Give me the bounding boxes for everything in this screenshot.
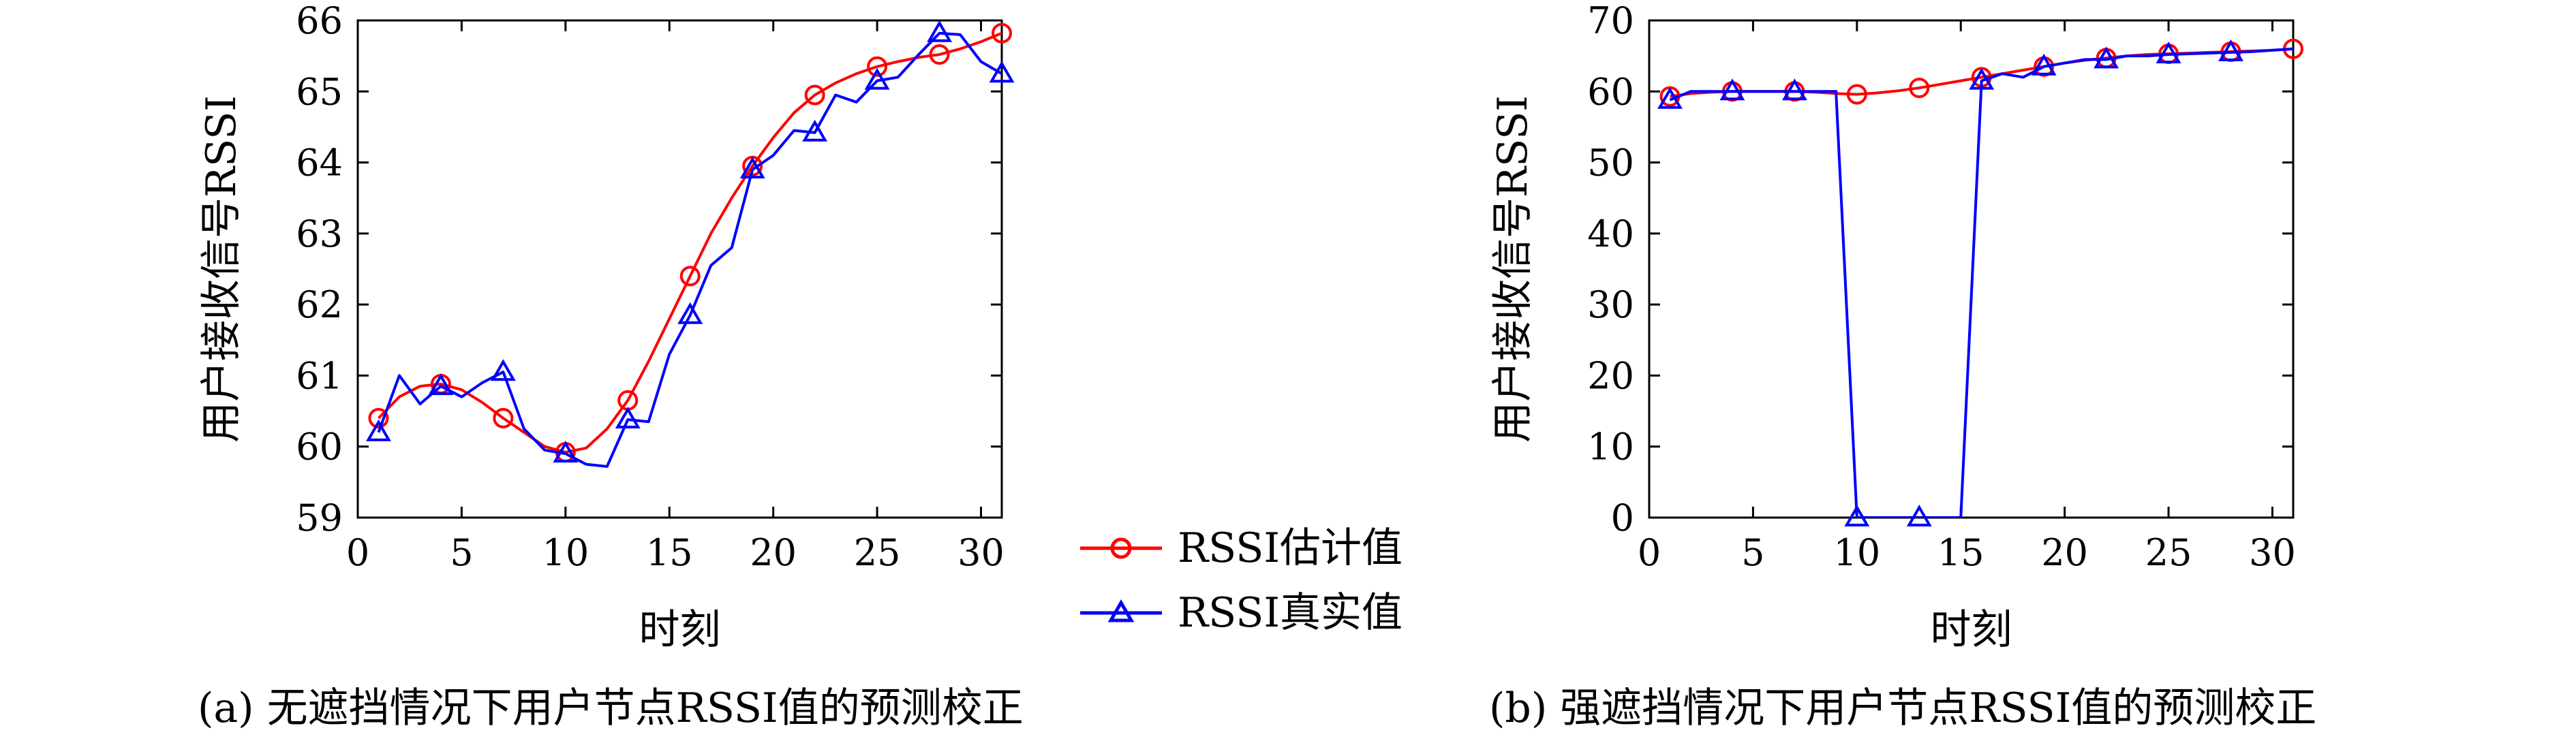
chart-a-ytick-label: 65 [296,70,343,113]
chart-a-point-circle [929,44,950,65]
chart-a-point-triangle [989,61,1015,83]
chart-b-caption: (b) 强遮挡情况下用户节点RSSI值的预测校正 [1489,684,2316,732]
chart-a-point-circle [992,22,1012,44]
chart-a-xtick-label: 10 [542,531,589,574]
chart-a-xtick-label: 0 [346,531,369,574]
legend-label-estimate: RSSI估计值 [1178,524,1402,572]
chart-b-ytick-label: 40 [1587,212,1634,255]
chart-a-ytick-label: 59 [296,496,343,539]
chart-b-xtick-label: 15 [1937,531,1984,574]
chart-a-series-true [377,31,1002,468]
chart-b-ytick-label: 10 [1587,426,1634,469]
chart-a-series-estimate [378,31,1002,454]
chart-b-plot-frame [1648,19,2295,519]
chart-b-point-circle [1846,84,1867,105]
chart-b-xtick-label: 10 [1833,531,1880,574]
chart-a-series-line [377,31,1002,468]
chart-b-point-triangle [1844,504,1870,526]
chart-b-point-triangle [2156,42,2181,64]
chart-b-xtick-label: 25 [2145,531,2192,574]
legend-marker-circle-icon [1110,537,1132,559]
chart-b-ytick-label: 60 [1587,70,1634,113]
chart-a-xlabel: 时刻 [639,606,721,654]
chart-a-point-triangle [802,119,828,142]
chart-a-xtick-label: 25 [854,531,901,574]
chart-a-ytick-label: 63 [296,212,343,255]
chart-b-point-triangle [2031,53,2057,76]
chart-a-ytick-label: 62 [296,283,343,326]
chart-a-point-triangle [677,302,703,324]
chart-b-ytick-label: 0 [1611,496,1634,539]
chart-a-point-triangle [553,441,579,463]
chart-a-point-triangle [428,373,454,396]
chart-b-point-triangle [1719,78,1745,101]
chart-a-point-triangle [927,20,953,42]
chart-b-point-triangle [1657,86,1683,109]
chart-a-ytick-label: 64 [296,142,343,185]
chart-b-point-triangle [2218,39,2244,61]
chart-b-ytick-label: 20 [1587,354,1634,397]
chart-b-point-triangle [1969,67,1995,90]
chart-a-series-line [378,31,1002,454]
legend-marker-triangle-icon [1107,599,1135,622]
chart-b-xtick-label: 30 [2249,531,2296,574]
chart-a-xtick-label: 20 [750,531,797,574]
legend: RSSI估计值 RSSI真实值 [1080,524,1402,637]
chart-a: 0 5 10 15 20 25 30 59 60 61 62 63 64 65 66 用户接收信号RSSI 时刻… [198,0,1024,732]
chart-a-point-circle [867,56,888,77]
chart-a-ytick-label: 61 [296,354,343,397]
chart-a-ytick-label: 66 [296,0,343,42]
chart-b-point-circle [1909,78,1930,99]
chart-a-point-triangle [739,156,765,178]
chart-a-plot-frame [356,19,1003,519]
chart-b-xlabel: 时刻 [1931,606,2012,654]
chart-a-point-circle [368,408,389,428]
legend-item-true: RSSI真实值 [1080,589,1402,637]
legend-label-true: RSSI真实值 [1178,589,1402,637]
chart-b: 0 5 10 15 20 25 30 0 10 20 30 40 50 60 70 用户接收信号RSSI 时刻 (… [1489,0,2316,732]
chart-a-point-circle [804,84,825,106]
chart-b-xtick-label: 5 [1741,531,1764,574]
chart-b-point-triangle [1781,78,1807,101]
chart-a-point-triangle [864,67,890,90]
chart-b-xtick-label: 0 [1638,531,1661,574]
chart-a-point-circle [679,266,701,287]
chart-a-xtick-label: 15 [646,531,693,574]
chart-a-point-triangle [490,359,516,381]
chart-a-ytick-label: 60 [296,426,343,469]
chart-b-series-true [1669,47,2293,518]
chart-b-ytick-label: 50 [1587,142,1634,185]
chart-a-xtick-label: 5 [450,531,473,574]
chart-b-ytick-label: 30 [1587,283,1634,326]
chart-a-point-triangle [366,419,391,441]
chart-a-caption: (a) 无遮挡情况下用户节点RSSI值的预测校正 [198,684,1024,732]
chart-b-ytick-label: 70 [1587,0,1634,42]
chart-a-ylabel: 用户接收信号RSSI [198,95,245,443]
legend-item-estimate: RSSI估计值 [1080,524,1402,572]
chart-b-xtick-label: 20 [2041,531,2088,574]
chart-b-ylabel: 用户接收信号RSSI [1489,95,1537,443]
chart-b-series-line [1669,47,2293,518]
chart-b-point-triangle [1906,504,1932,526]
chart-a-xtick-label: 30 [957,531,1005,574]
chart-a-point-circle [493,408,514,428]
chart-a-point-triangle [615,407,641,429]
chart-b-point-triangle [2094,46,2119,69]
